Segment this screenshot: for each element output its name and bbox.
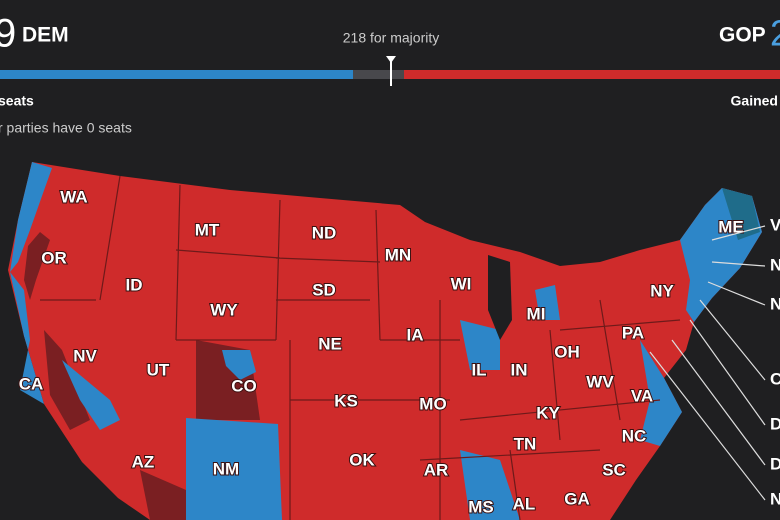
state-label: WI bbox=[451, 274, 472, 293]
gop-gained: Gained bbox=[731, 93, 778, 109]
dem-area bbox=[62, 360, 120, 430]
dem-area bbox=[460, 320, 500, 370]
state-label: UT bbox=[147, 360, 170, 379]
state-label: CO bbox=[231, 376, 257, 395]
gop-bar bbox=[404, 70, 780, 79]
other-area bbox=[24, 232, 50, 300]
state-label: CA bbox=[19, 374, 44, 393]
state-label: MN bbox=[385, 245, 411, 264]
callout-label: N bbox=[770, 489, 780, 508]
dem-area bbox=[186, 418, 282, 520]
state-labels: WA OR CA NV ID MT WY UT AZ CO NM ND SD N… bbox=[18, 186, 745, 517]
state-label: MO bbox=[419, 394, 446, 413]
state-label: MT bbox=[195, 220, 220, 239]
majority-arrow bbox=[386, 56, 396, 63]
callout-label: D bbox=[770, 414, 780, 433]
dem-area bbox=[535, 285, 560, 320]
state-label: IL bbox=[471, 360, 486, 379]
dem-area bbox=[722, 188, 760, 240]
state-label: NC bbox=[622, 426, 647, 445]
other-parties: r parties have 0 seats bbox=[0, 120, 132, 136]
state-label: TN bbox=[514, 434, 537, 453]
gop-label: GOP bbox=[719, 24, 766, 47]
dem-label: DEM bbox=[22, 24, 69, 47]
dem-area bbox=[222, 350, 256, 380]
callout-lines bbox=[649, 225, 766, 501]
callout-label: C bbox=[770, 369, 780, 388]
state-label: AL bbox=[513, 494, 536, 513]
callout-label: V bbox=[770, 215, 780, 234]
state-label: VA bbox=[631, 386, 653, 405]
state-label: ID bbox=[126, 275, 143, 294]
state-label: WV bbox=[586, 372, 614, 391]
state-label: ND bbox=[312, 223, 337, 242]
other-area bbox=[140, 470, 186, 520]
state-label: IN bbox=[511, 360, 528, 379]
state-label: NE bbox=[318, 334, 342, 353]
dem-bar bbox=[0, 70, 353, 79]
state-label: MI bbox=[527, 304, 546, 323]
state-label: SC bbox=[602, 460, 626, 479]
dem-area bbox=[640, 340, 682, 446]
map bbox=[8, 162, 762, 520]
callout-label: D bbox=[770, 454, 780, 473]
callout-label: N bbox=[770, 255, 780, 274]
dem-count: 9 bbox=[0, 12, 16, 56]
majority-label: 218 for majority bbox=[343, 30, 439, 46]
state-label: AR bbox=[424, 460, 449, 479]
dem-area bbox=[10, 162, 52, 272]
callout-label: N bbox=[770, 294, 780, 313]
dem-area bbox=[10, 272, 44, 404]
state-label: GA bbox=[564, 489, 590, 508]
state-label: AZ bbox=[132, 452, 155, 471]
state-label: KS bbox=[334, 391, 358, 410]
state-label: PA bbox=[622, 323, 644, 342]
state-label: WA bbox=[60, 187, 87, 206]
state-label: OH bbox=[554, 342, 580, 361]
state-label: MS bbox=[468, 497, 494, 516]
state-label: OK bbox=[349, 450, 375, 469]
state-label: WY bbox=[210, 300, 238, 319]
state-borders bbox=[40, 175, 681, 520]
state-label: NY bbox=[650, 281, 674, 300]
state-label: NM bbox=[213, 459, 239, 478]
state-label: SD bbox=[312, 280, 336, 299]
other-area bbox=[44, 330, 90, 430]
state-label: KY bbox=[536, 403, 560, 422]
undecided-bar bbox=[353, 70, 404, 79]
state-label: ME bbox=[718, 217, 744, 236]
dem-seats: seats bbox=[0, 93, 34, 109]
dem-area bbox=[460, 450, 520, 520]
gop-count: 2 bbox=[770, 13, 780, 54]
state-label: IA bbox=[407, 325, 424, 344]
state-label: NV bbox=[73, 346, 97, 365]
state-label: OR bbox=[41, 248, 67, 267]
lake-michigan bbox=[488, 255, 512, 340]
